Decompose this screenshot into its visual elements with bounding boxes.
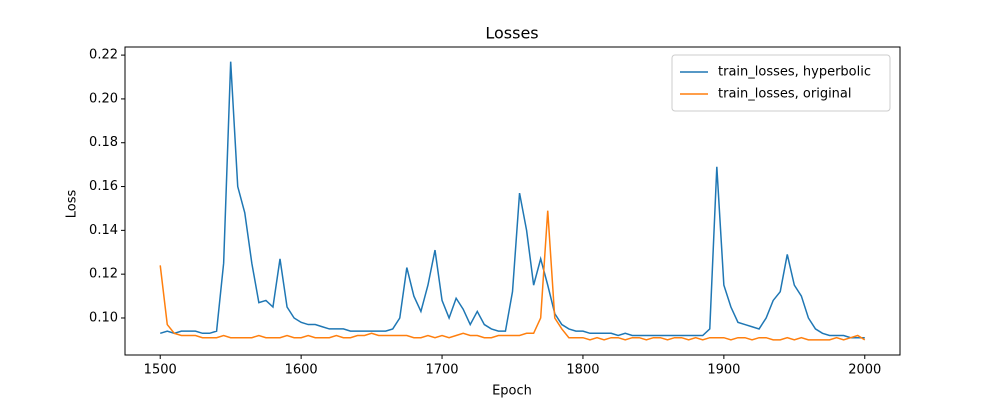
y-tick-label: 0.16 [89,179,118,194]
x-tick-label: 1500 [144,363,177,378]
legend-box [671,54,891,112]
x-tick-label: 1700 [425,363,458,378]
legend-label: train_losses, hyperbolic [718,65,871,80]
y-tick-label: 0.12 [89,267,118,282]
line-series [159,210,866,341]
chart-title: Losses [485,24,538,43]
y-axis-label: Loss [65,190,80,219]
x-tick-label: 2000 [848,363,881,378]
legend-label: train_losses, original [718,87,852,102]
x-tick-label: 1600 [285,363,318,378]
y-tick-label: 0.14 [89,223,118,238]
x-axis-label: Epoch [492,384,532,399]
line-series [160,61,865,339]
y-tick-label: 0.10 [89,310,118,325]
x-tick-label: 1800 [566,363,599,378]
y-tick-label: 0.18 [89,135,118,150]
y-tick-label: 0.20 [89,91,118,106]
y-tick-label: 0.22 [89,48,118,63]
x-tick-label: 1900 [707,363,740,378]
plot-frame [124,46,901,356]
